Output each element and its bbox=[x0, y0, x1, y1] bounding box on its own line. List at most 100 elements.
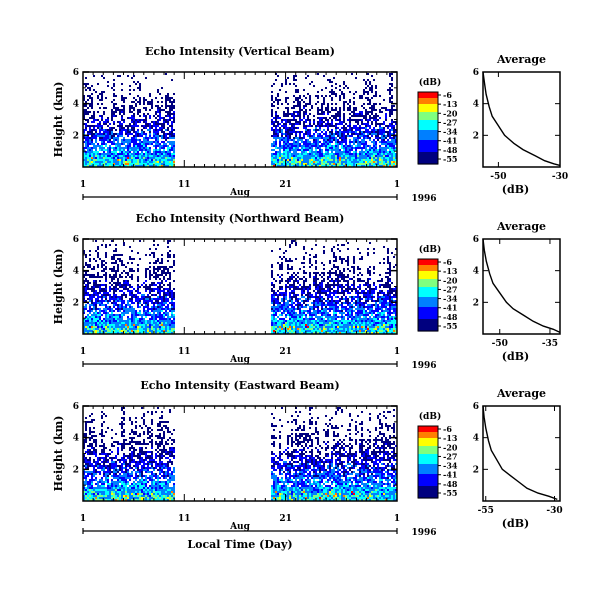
heatmap-cell bbox=[121, 296, 123, 298]
heatmap-cell bbox=[125, 310, 127, 312]
heatmap-cell bbox=[107, 312, 109, 314]
heatmap-cell bbox=[387, 139, 389, 141]
heatmap-cell bbox=[301, 149, 303, 151]
heatmap-cell bbox=[123, 107, 125, 109]
heatmap-cell bbox=[287, 324, 289, 326]
heatmap-cell bbox=[97, 272, 99, 274]
heatmap-cell bbox=[283, 149, 285, 151]
heatmap-cell bbox=[331, 280, 333, 282]
heatmap-cell bbox=[145, 163, 147, 165]
heatmap-cell bbox=[149, 274, 151, 276]
heatmap-cell bbox=[121, 109, 123, 111]
heatmap-cell bbox=[281, 320, 283, 322]
heatmap-cell bbox=[145, 314, 147, 316]
heatmap-cell bbox=[107, 121, 109, 123]
heatmap-cell bbox=[313, 326, 315, 328]
heatmap-cell bbox=[289, 135, 291, 137]
heatmap-cell bbox=[121, 95, 123, 97]
heatmap-cell bbox=[315, 103, 317, 105]
heatmap-cell bbox=[165, 129, 167, 131]
heatmap-cell bbox=[91, 276, 93, 278]
heatmap-cell bbox=[143, 97, 145, 99]
heatmap-cell bbox=[325, 312, 327, 314]
heatmap-cell bbox=[87, 328, 89, 330]
heatmap-cell bbox=[291, 149, 293, 151]
heatmap-cell bbox=[307, 119, 309, 121]
heatmap-cell bbox=[133, 109, 135, 111]
heatmap-cell bbox=[313, 312, 315, 314]
heatmap-cell bbox=[147, 310, 149, 312]
heatmap-cell bbox=[379, 117, 381, 119]
heatmap-cell bbox=[329, 286, 331, 288]
heatmap-cell bbox=[307, 163, 309, 165]
heatmap-cell bbox=[389, 97, 391, 99]
heatmap-cell bbox=[333, 137, 335, 139]
heatmap-cell bbox=[133, 81, 135, 83]
heatmap-cell bbox=[305, 77, 307, 79]
heatmap-cell bbox=[121, 155, 123, 157]
colorbar-tick-label: -6 bbox=[443, 90, 452, 100]
heatmap-cell bbox=[305, 109, 307, 111]
heatmap-cell bbox=[83, 324, 85, 326]
heatmap-cell bbox=[341, 131, 343, 133]
heatmap-cell bbox=[91, 149, 93, 151]
heatmap-cell bbox=[343, 105, 345, 107]
heatmap-cell bbox=[349, 145, 351, 147]
heatmap-cell bbox=[339, 119, 341, 121]
heatmap-cell bbox=[149, 93, 151, 95]
heatmap-cell bbox=[111, 163, 113, 165]
heatmap-cell bbox=[321, 113, 323, 115]
heatmap-cell bbox=[155, 123, 157, 125]
heatmap-cell bbox=[123, 244, 125, 246]
heatmap-cell bbox=[297, 155, 299, 157]
heatmap-cell bbox=[367, 145, 369, 147]
colorbar-tick-label: -55 bbox=[443, 154, 457, 164]
heatmap-cell bbox=[361, 153, 363, 155]
heatmap-cell bbox=[277, 161, 279, 163]
heatmap-cell bbox=[129, 139, 131, 141]
heatmap-cell bbox=[115, 250, 117, 252]
colorbar: (dB)-6-13-20-27-34-41-48-55 bbox=[417, 77, 458, 165]
heatmap-cell bbox=[133, 125, 135, 127]
heatmap-cell bbox=[273, 312, 275, 314]
heatmap-cell bbox=[291, 123, 293, 125]
heatmap-cell bbox=[169, 165, 171, 167]
heatmap-cell bbox=[83, 252, 85, 254]
heatmap-cell bbox=[333, 135, 335, 137]
heatmap-cell bbox=[367, 131, 369, 133]
heatmap-cell bbox=[391, 85, 393, 87]
heatmap-cell bbox=[335, 133, 337, 135]
heatmap-cell bbox=[125, 141, 127, 143]
heatmap-cell bbox=[299, 288, 301, 290]
heatmap-cell bbox=[329, 290, 331, 292]
heatmap-cell bbox=[115, 165, 117, 167]
heatmap-cell bbox=[379, 165, 381, 167]
heatmap-cell bbox=[127, 139, 129, 141]
heatmap-cell bbox=[155, 314, 157, 316]
heatmap-cell bbox=[327, 308, 329, 310]
colorbar-swatch bbox=[418, 96, 438, 99]
heatmap-cell bbox=[83, 155, 85, 157]
heatmap-cell bbox=[149, 298, 151, 300]
heatmap-cell bbox=[307, 312, 309, 314]
heatmap-cell bbox=[151, 125, 153, 127]
heatmap-cell bbox=[117, 332, 119, 334]
heatmap-cell bbox=[327, 322, 329, 324]
heatmap-cell bbox=[93, 292, 95, 294]
heatmap-cell bbox=[85, 83, 87, 85]
heatmap-cell bbox=[389, 101, 391, 103]
heatmap-cell bbox=[309, 294, 311, 296]
heatmap-cell bbox=[125, 296, 127, 298]
heatmap-cell bbox=[323, 298, 325, 300]
heatmap-cell bbox=[355, 151, 357, 153]
heatmap-cell bbox=[115, 254, 117, 256]
heatmap-cell bbox=[133, 131, 135, 133]
heatmap-cell bbox=[119, 306, 121, 308]
heatmap-cell bbox=[173, 141, 175, 143]
heatmap-cell bbox=[159, 326, 161, 328]
heatmap-cell bbox=[131, 328, 133, 330]
heatmap-cell bbox=[133, 117, 135, 119]
heatmap-cell bbox=[155, 248, 157, 250]
heatmap-cell bbox=[157, 139, 159, 141]
heatmap-cell bbox=[351, 147, 353, 149]
